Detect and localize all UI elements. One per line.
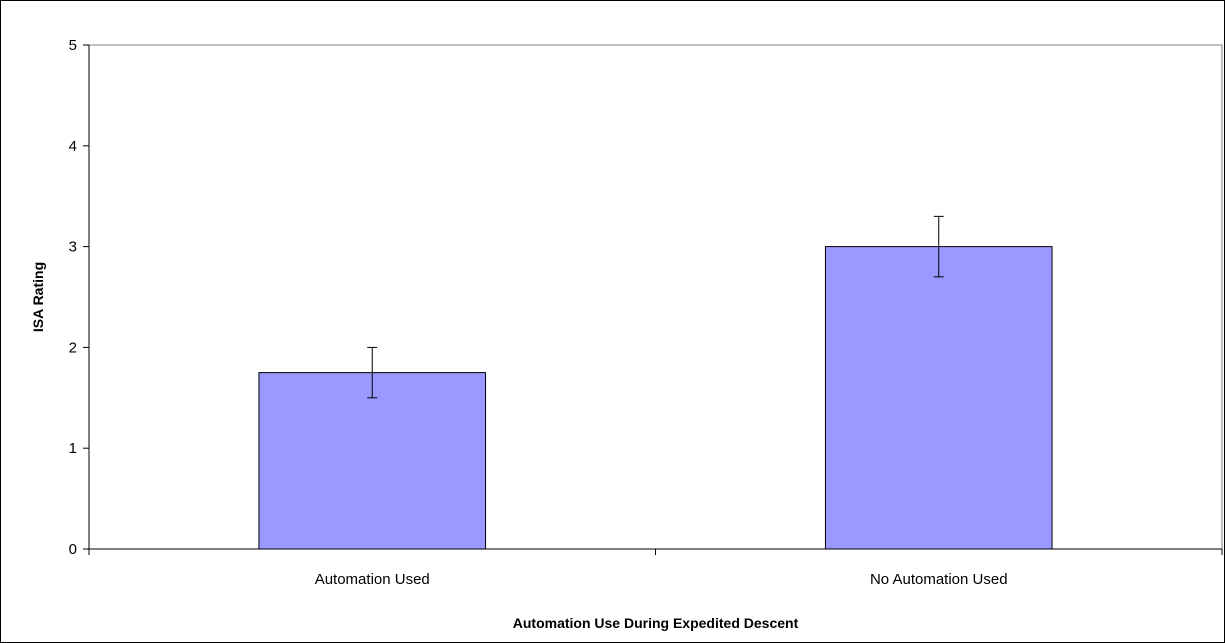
bar bbox=[824, 246, 1053, 550]
y-axis: 0 1 2 3 4 5 bbox=[69, 37, 90, 558]
y-tick-label: 4 bbox=[69, 138, 77, 155]
x-category-label: Automation Used bbox=[315, 571, 430, 588]
y-tick-label: 3 bbox=[69, 239, 77, 256]
y-tick-label: 5 bbox=[69, 37, 77, 54]
error-bar bbox=[367, 346, 378, 399]
error-bars-layer bbox=[367, 215, 944, 399]
y-axis-title: ISA Rating bbox=[30, 262, 46, 332]
bar bbox=[258, 372, 487, 550]
x-category-label: No Automation Used bbox=[870, 571, 1008, 588]
x-axis: Automation Used No Automation Used bbox=[88, 548, 1223, 588]
y-tick-label: 0 bbox=[69, 541, 77, 558]
error-bar bbox=[933, 215, 944, 278]
bars-layer bbox=[258, 246, 1053, 550]
x-axis-title: Automation Use During Expedited Descent bbox=[513, 615, 799, 631]
y-tick-label: 1 bbox=[69, 440, 77, 457]
y-tick-label: 2 bbox=[69, 339, 77, 356]
